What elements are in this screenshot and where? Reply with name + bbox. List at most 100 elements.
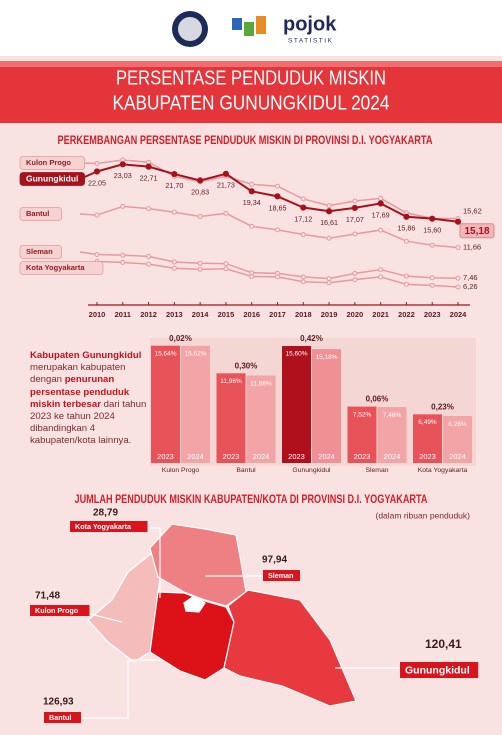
point	[120, 252, 126, 258]
point	[223, 210, 229, 216]
point	[429, 275, 435, 281]
end-label: 15,18	[464, 226, 489, 237]
x-tick-label: 2012	[140, 310, 157, 319]
point	[352, 198, 358, 204]
point	[120, 203, 126, 209]
bar-value-label: 11,96%	[220, 378, 242, 385]
region-value: 71,48	[35, 591, 60, 602]
point	[94, 212, 100, 218]
difference-label: 0,42%	[300, 334, 323, 343]
bar-value-label: 6,26%	[448, 421, 467, 428]
x-tick-label: 2017	[269, 310, 286, 319]
bar-value-label: 15,18%	[315, 354, 337, 361]
legend-leader	[79, 213, 98, 216]
point	[171, 259, 177, 265]
point	[455, 244, 461, 250]
bar	[312, 349, 341, 463]
point	[94, 160, 100, 166]
title-line: KABUPATEN GUNUNGKIDUL 2024	[113, 92, 390, 114]
bar-year-label: 2023	[157, 452, 174, 461]
region-name: Kulon Progo	[35, 606, 79, 615]
point	[197, 177, 204, 184]
bar-year-label: 2024	[187, 452, 204, 461]
point-label: 19,34	[243, 198, 261, 207]
point	[94, 252, 100, 258]
x-tick-label: 2018	[295, 310, 312, 319]
end-label: 11,66	[463, 242, 481, 251]
point-label: 23,03	[114, 171, 132, 180]
x-tick-label: 2020	[347, 310, 364, 319]
point-label: 16,61	[320, 218, 338, 227]
point	[275, 274, 280, 280]
region-name: Sleman	[268, 571, 294, 580]
bar	[413, 414, 442, 463]
point-label: 20,83	[191, 187, 209, 196]
legend-label: Gunungkidul	[26, 173, 78, 183]
end-label-box	[459, 223, 495, 239]
bar-year-label: 2024	[384, 452, 401, 461]
bar-value-label: 6,49%	[418, 419, 437, 426]
bar-value-label: 15,62%	[184, 351, 206, 358]
region	[87, 551, 161, 663]
bar-value-label: 7,52%	[353, 411, 372, 418]
point	[378, 267, 384, 273]
point	[454, 218, 462, 225]
bar	[443, 416, 472, 463]
bar-year-label: 2023	[419, 452, 436, 461]
text-bold: Kabupaten Gunungkidul	[30, 350, 142, 361]
point	[326, 203, 332, 209]
point	[300, 232, 306, 238]
point	[275, 183, 280, 189]
logo-text: pojok	[283, 13, 337, 35]
point	[403, 238, 409, 244]
point	[352, 270, 358, 276]
point	[275, 227, 280, 233]
point	[326, 235, 332, 241]
bar-year-label: 2024	[253, 452, 270, 461]
end-label: 6,26	[463, 282, 478, 291]
legend-label: Kota Yogyakarta	[26, 263, 85, 272]
point	[120, 259, 126, 265]
category-label: Gunungkidul	[292, 467, 331, 474]
section-title: PERKEMBANGAN PERSENTASE PENDUDUK MISKIN …	[58, 133, 433, 147]
bar-year-label: 2023	[288, 452, 305, 461]
bar	[246, 375, 276, 463]
region-name-box	[263, 570, 300, 581]
category-label: Kota Yogyakarta	[418, 467, 468, 474]
title-stripe	[0, 61, 502, 67]
legend-box	[19, 207, 62, 221]
logo-block	[256, 16, 266, 34]
region	[183, 595, 206, 613]
point	[403, 213, 410, 220]
bar-year-label: 2024	[318, 452, 335, 461]
point	[326, 276, 332, 282]
point	[119, 161, 126, 168]
point-label: 17,07	[346, 215, 364, 224]
bar	[282, 346, 311, 463]
text: dari tahun 2023 ke tahun 2024 dibandingk…	[30, 398, 147, 447]
point-label: 22,71	[140, 174, 158, 183]
text-bold: penurunan persentase penduduk miskin ter…	[30, 374, 130, 410]
point	[378, 227, 384, 233]
region-value: 28,79	[93, 508, 118, 519]
point	[377, 200, 384, 207]
category-label: Sleman	[365, 467, 388, 474]
bar	[151, 345, 180, 463]
point-label: 15,86	[397, 224, 415, 233]
point	[223, 266, 229, 272]
bar	[216, 373, 246, 463]
x-tick-label: 2019	[321, 310, 338, 319]
point	[429, 282, 435, 288]
point	[378, 274, 384, 280]
region-name: Gunungkidul	[405, 664, 470, 676]
point-label: 17,12	[294, 214, 312, 223]
bar-value-label: 7,46%	[383, 412, 402, 419]
bar	[377, 407, 407, 463]
point	[197, 260, 203, 266]
section-title: JUMLAH PENDUDUK MISKIN KABUPATEN/KOTA DI…	[75, 492, 428, 506]
region-name-box	[44, 712, 81, 723]
category-label: Bantul	[236, 467, 256, 474]
point	[249, 223, 255, 229]
logo-block	[244, 22, 254, 36]
